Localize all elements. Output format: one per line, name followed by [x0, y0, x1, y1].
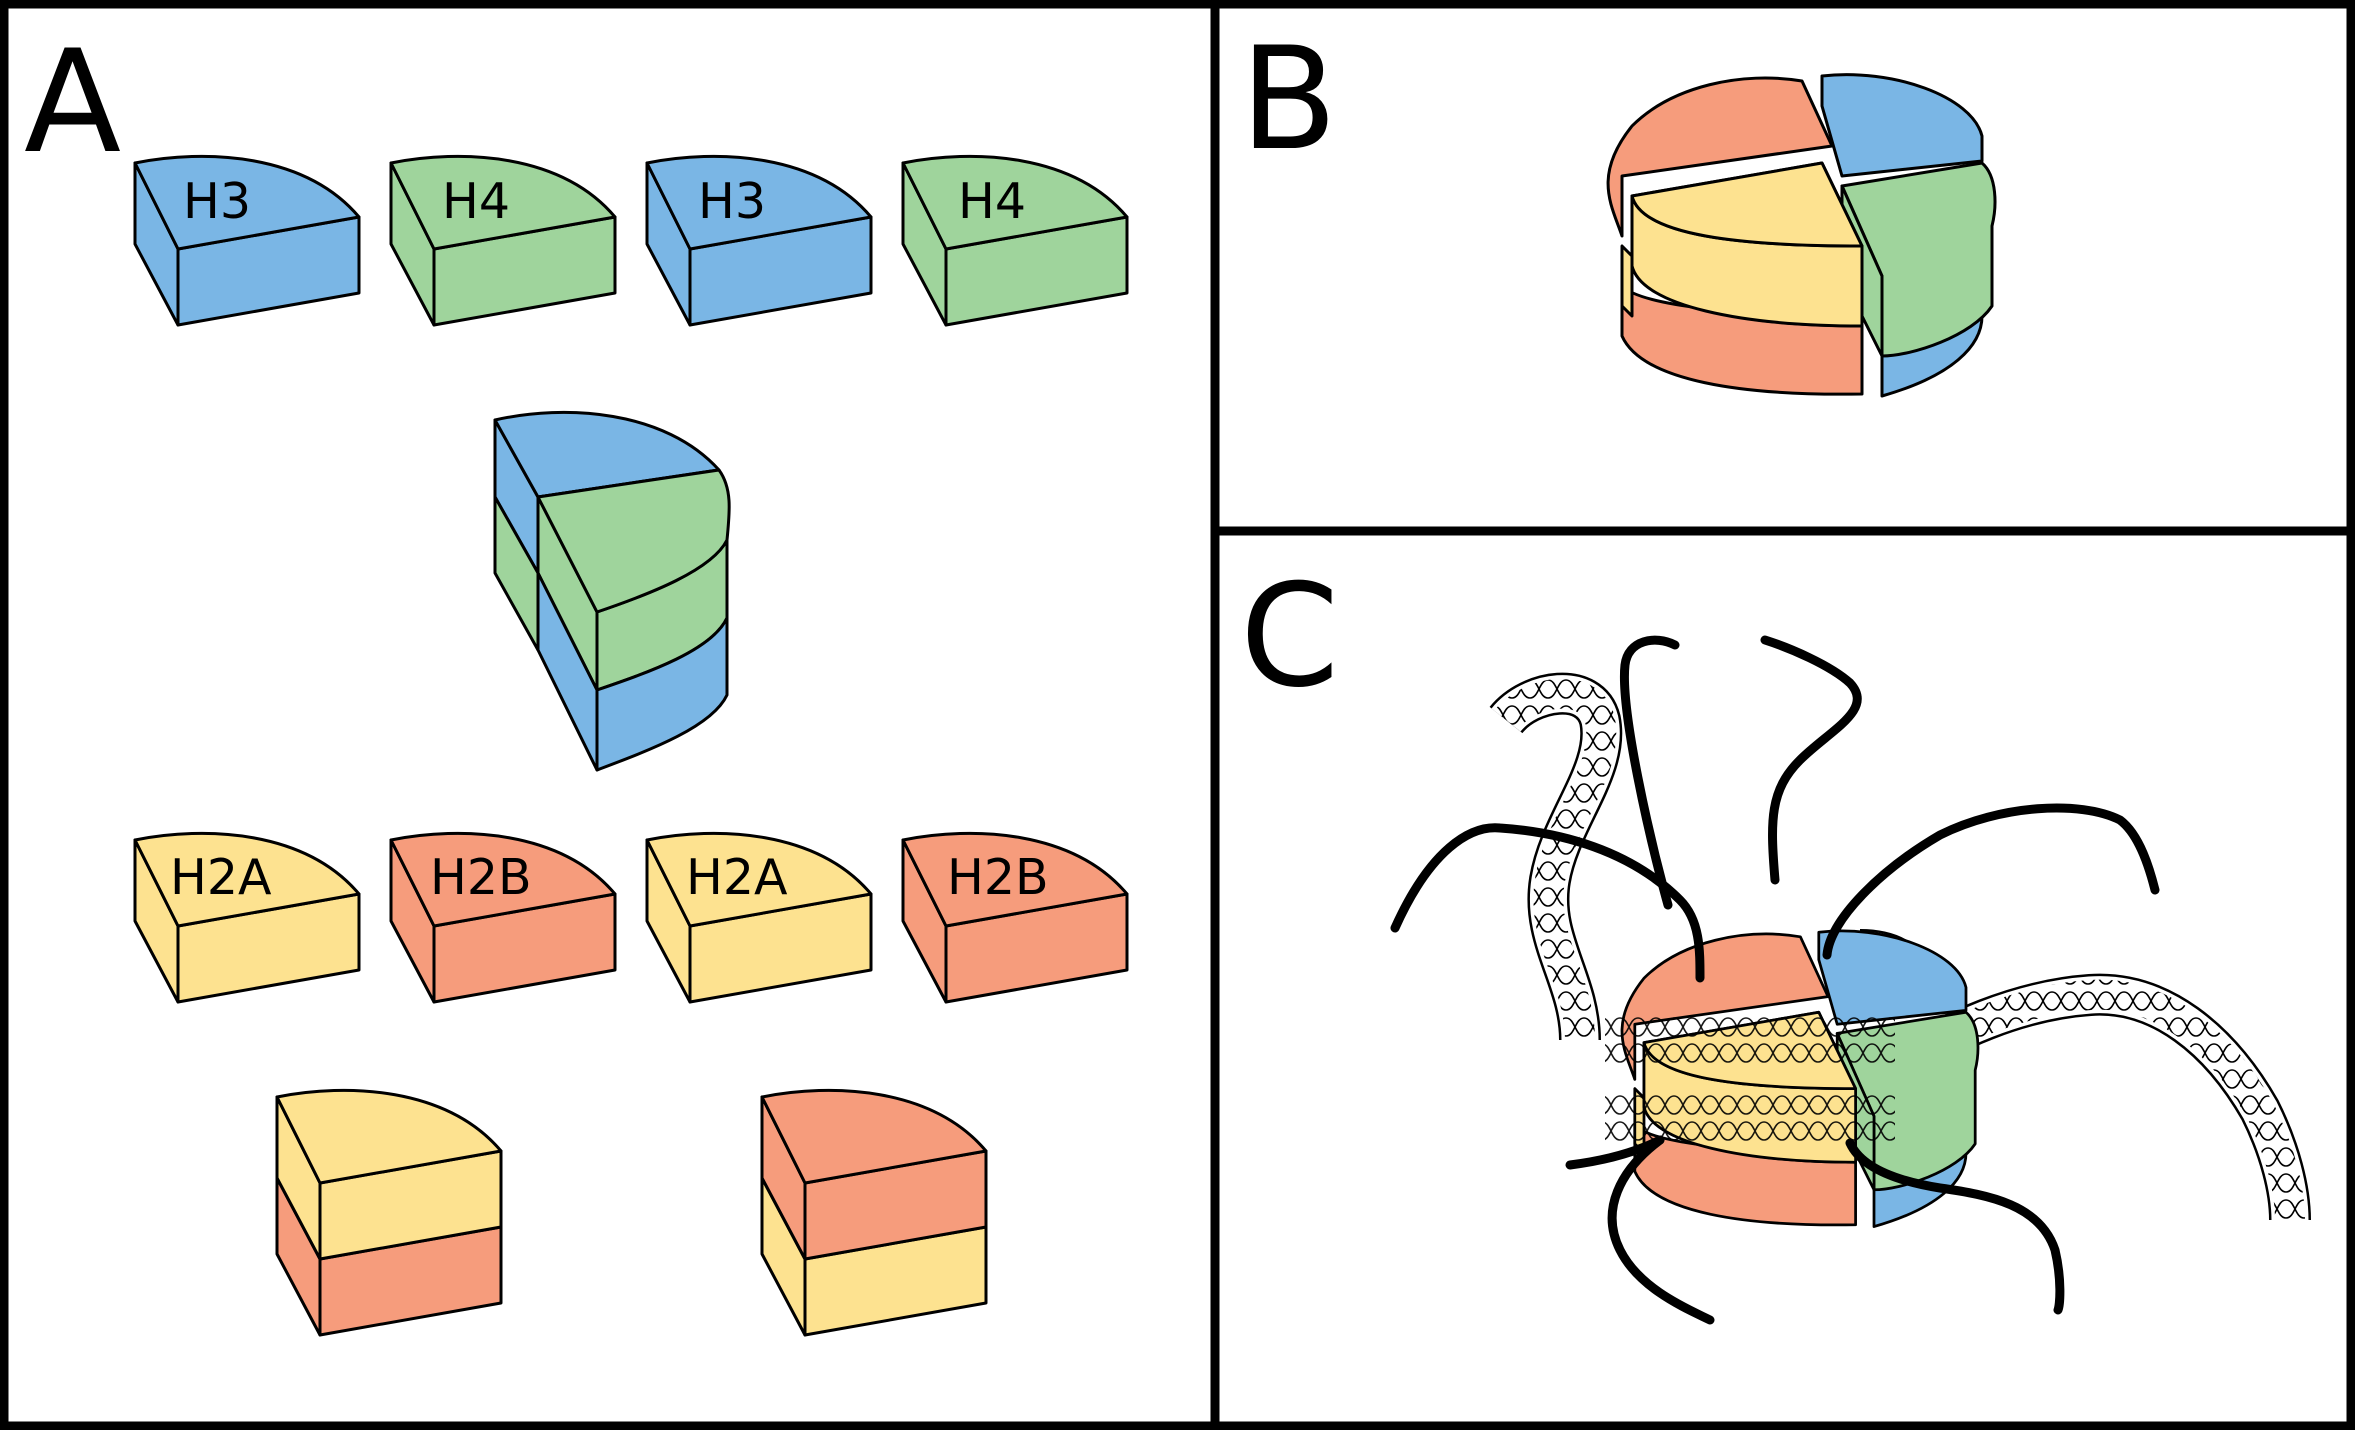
panel-c-letter: C	[1240, 554, 1339, 719]
h2b-h2a-dimer-right	[760, 1088, 988, 1337]
piece-label-h2a: H2A	[686, 849, 788, 906]
dna-wrap	[1605, 1015, 1895, 1142]
h3-h4-assembly	[493, 410, 731, 772]
panel-a-letter: A	[24, 20, 121, 185]
piece-label-h4: H4	[958, 173, 1026, 230]
panel-b-letter: B	[1240, 17, 1337, 182]
histone-octamer	[1606, 73, 1997, 398]
piece-label-h2b: H2B	[947, 849, 1049, 906]
panel-a: H3 H4 H3 H4 H2A H2B H2A H2B	[133, 154, 1129, 1337]
nucleosome	[1390, 635, 2311, 1325]
histone-tails	[1390, 635, 2160, 1325]
piece-label-h3: H3	[183, 173, 251, 230]
piece-label-h2b: H2B	[430, 849, 532, 906]
piece-label-h3: H3	[698, 173, 766, 230]
piece-label-h2a: H2A	[170, 849, 272, 906]
h2a-h2b-dimer-left	[275, 1088, 503, 1337]
piece-label-h4: H4	[442, 173, 510, 230]
